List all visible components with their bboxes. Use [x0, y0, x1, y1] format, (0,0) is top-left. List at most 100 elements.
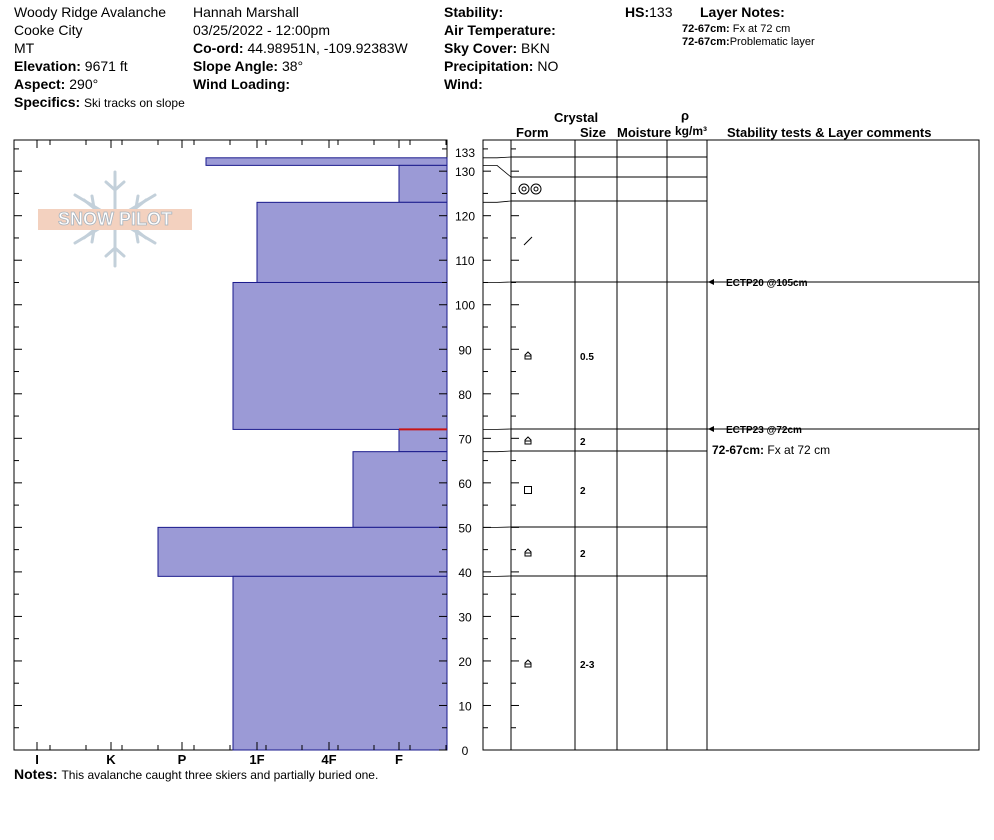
rounds-icon [530, 183, 542, 195]
depth-hoar-icon [524, 436, 532, 445]
depth-label: 130 [455, 165, 475, 179]
crystal-size-label: 2 [580, 549, 586, 560]
layer-note-range: 72-67cm: [682, 23, 730, 35]
hardness-bar [232, 575, 448, 751]
form-header: Form [516, 125, 549, 140]
aspect-value: 290° [69, 76, 99, 92]
slope-angle: Slope Angle: 38° [193, 58, 303, 74]
hardness-axis: I K P 1F 4F F [35, 140, 447, 767]
aspect-label: Aspect: [14, 76, 66, 92]
notes-value: This avalanche caught three skiers and p… [61, 768, 379, 782]
depth-axis-labels: 0 10 20 30 40 50 60 70 80 90 100 110 120 130 133 [455, 146, 475, 758]
arrow-icon [708, 279, 714, 285]
elevation: Elevation: 9671 ft [14, 58, 128, 74]
precipitation: Precipitation: NO [444, 58, 558, 74]
hardness-bar [157, 526, 448, 577]
specifics-label: Specifics: [14, 94, 81, 110]
depth-label: 30 [458, 610, 472, 624]
rounds-icon [533, 186, 539, 192]
elevation-value: 9671 ft [84, 58, 128, 74]
depth-label: 40 [458, 566, 472, 580]
depth-hoar-icon [524, 548, 532, 557]
depth-label: 133 [455, 146, 475, 160]
observer-name: Hannah Marshall [193, 4, 299, 20]
crystal-table-rows: 0.5 2 2 2 2-3 [483, 156, 979, 671]
rounds-icon [521, 186, 527, 192]
hardness-bar [205, 157, 448, 166]
location-name: Woody Ridge Avalanche [14, 4, 167, 20]
hardness-tick-label: F [395, 752, 403, 767]
slope-label: Slope Angle: [193, 58, 279, 74]
wind-loading-label: Wind Loading: [193, 76, 291, 92]
layer-connector [483, 165, 512, 178]
crystal-size-label: 2-3 [580, 660, 595, 671]
snow-height: HS:133 [625, 4, 672, 20]
logo-text: SNOW PILOT [58, 209, 172, 229]
notes-label: Notes: [14, 766, 58, 782]
layer-note-text: Fx at 72 cm [732, 23, 791, 35]
coord-label: Co-ord: [193, 40, 244, 56]
crystal-header: Crystal [554, 110, 599, 125]
depth-label: 20 [458, 655, 472, 669]
sky-value: BKN [521, 40, 550, 56]
wind-label: Wind: [444, 76, 483, 92]
layer-connector [483, 200, 512, 203]
density-unit-header: kg/m³ [675, 124, 708, 138]
snowpilot-logo: SNOW PILOT [38, 170, 192, 268]
hs-label: HS: [625, 4, 650, 20]
sky-label: Sky Cover: [444, 40, 518, 56]
layer-comment-text: Fx at 72 cm [767, 443, 830, 457]
depth-label: 100 [455, 299, 475, 313]
state-name: MT [14, 40, 35, 56]
logo-banner [38, 209, 192, 230]
aspect: Aspect: 290° [14, 76, 98, 92]
depth-hoar-icon [524, 351, 532, 360]
depth-hoar-icon [524, 659, 532, 668]
crystal-size-label: 0.5 [580, 352, 594, 363]
layer-connector [483, 156, 512, 159]
hardness-bar [352, 451, 448, 528]
hardness-bar [232, 281, 448, 430]
specifics-value: Ski tracks on slope [84, 96, 185, 110]
layer-note-text: Problematic layer [729, 36, 815, 48]
hardness-tick-label: 1F [249, 752, 264, 767]
depth-label: 50 [458, 521, 472, 535]
hardness-tick-label: P [178, 752, 187, 767]
coordinates: Co-ord: 44.98951N, -109.92383W [193, 40, 408, 56]
comments-header: Stability tests & Layer comments [727, 125, 932, 140]
depth-label: 0 [462, 744, 469, 758]
depth-label: 10 [458, 699, 472, 713]
hardness-tick-label: K [106, 752, 116, 767]
coord-value: 44.98951N, -109.92383W [247, 40, 408, 56]
layer-note-1: 72-67cm: Fx at 72 cm [682, 23, 790, 36]
depth-label: 110 [455, 254, 474, 268]
layer-notes-label: Layer Notes: [700, 4, 785, 20]
crystal-table-frame [482, 139, 980, 751]
layer-comment: 72-67cm: Fx at 72 cm [712, 443, 830, 457]
area-name: Cooke City [14, 22, 83, 38]
notes: Notes: This avalanche caught three skier… [14, 766, 378, 783]
hardness-bar [398, 428, 448, 453]
hardness-bars [157, 157, 448, 751]
precip-label: Precipitation: [444, 58, 534, 74]
elevation-label: Elevation: [14, 58, 81, 74]
depth-label: 90 [458, 343, 472, 357]
air-temp-label: Air Temperature: [444, 22, 556, 38]
depth-label: 120 [455, 210, 475, 224]
crystal-size-label: 2 [580, 486, 586, 497]
facets-icon [524, 486, 532, 494]
layer-connector [483, 450, 512, 453]
precip-value: NO [537, 58, 559, 74]
rho-header: ρ [681, 108, 690, 123]
stability-label: Stability: [444, 4, 504, 20]
observation-datetime: 03/25/2022 - 12:00pm [193, 22, 330, 38]
stability-test-label: ECTP20 @105cm [726, 278, 808, 289]
stability-tests: ECTP20 @105cm ECTP23 @72cm 72-67cm: Fx at … [708, 278, 830, 457]
layer-comment-range: 72-67cm: [712, 443, 767, 457]
stability-test-label: ECTP23 @72cm [726, 425, 802, 436]
crystal-table-grid [510, 140, 708, 750]
layer-connector [483, 281, 512, 283]
layer-note-range: 72-67cm: [682, 36, 730, 48]
depth-label: 70 [458, 432, 472, 446]
